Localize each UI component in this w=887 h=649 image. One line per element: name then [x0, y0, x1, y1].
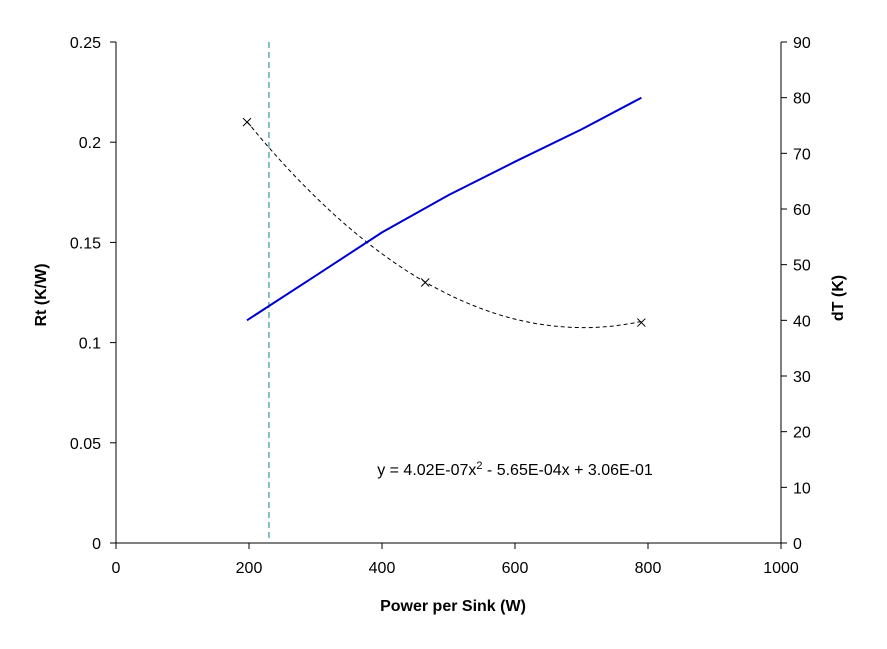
equation-exponent: 2 [476, 460, 482, 472]
rt-data-point [420, 278, 430, 287]
y-right-axis-ticks: 0 10 20 30 40 50 60 70 80 90 [781, 35, 811, 553]
y-right-axis-title: dT (K) [830, 275, 847, 321]
y-left-tick-label: 0.2 [79, 135, 101, 152]
x-tick-label: 600 [502, 560, 529, 577]
x-tick-label: 200 [236, 560, 263, 577]
y-left-tick-label: 0 [92, 536, 101, 553]
x-tick-label: 1000 [763, 560, 799, 577]
y-left-tick-label: 0.1 [79, 336, 101, 353]
y-right-tick-label: 0 [793, 536, 802, 553]
y-right-tick-label: 40 [793, 313, 811, 330]
rt-data-point [636, 318, 646, 327]
x-tick-label: 0 [112, 560, 121, 577]
y-right-tick-label: 60 [793, 202, 811, 219]
y-left-axis-title: Rt (K/W) [33, 263, 50, 326]
y-left-axis-ticks: 0 0.05 0.1 0.15 0.2 0.25 [70, 35, 116, 553]
series [242, 42, 646, 543]
axes [115, 42, 782, 544]
equation-prefix: y = 4.02E-07x [377, 462, 476, 479]
y-right-tick-label: 50 [793, 258, 811, 275]
marker-stroke [636, 318, 646, 327]
y-right-tick-label: 70 [793, 146, 811, 163]
rt-data-point [242, 117, 252, 127]
y-left-tick-label: 0.05 [70, 436, 101, 453]
x-axis-ticks: 0 200 400 600 800 1000 [112, 543, 799, 577]
trendline-equation: y = 4.02E-07x2 - 5.65E-04x + 3.06E-01 [377, 460, 653, 479]
y-right-tick-label: 80 [793, 91, 811, 108]
dt-series-line [246, 96, 642, 322]
marker-stroke [420, 278, 430, 287]
y-right-tick-label: 10 [793, 480, 811, 497]
marker-stroke [242, 117, 252, 127]
y-left-tick-label: 0.15 [70, 235, 101, 252]
y-right-tick-label: 30 [793, 369, 811, 386]
x-axis-title: Power per Sink (W) [380, 598, 526, 615]
y-left-tick-label: 0.25 [70, 35, 101, 52]
equation-suffix: - 5.65E-04x + 3.06E-01 [482, 462, 652, 479]
rt-trendline [246, 121, 642, 329]
y-right-tick-label: 20 [793, 425, 811, 442]
x-tick-label: 800 [635, 560, 662, 577]
y-right-tick-label: 90 [793, 35, 811, 52]
x-tick-label: 400 [369, 560, 396, 577]
